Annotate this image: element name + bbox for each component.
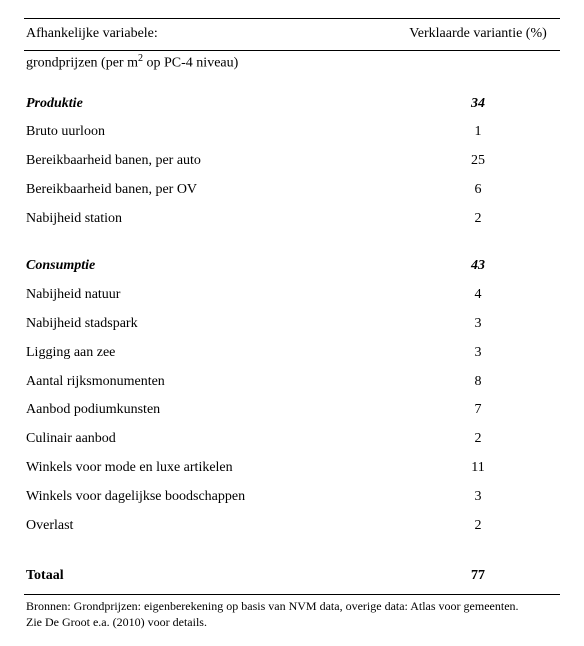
- source-line: Bronnen: Grondprijzen: eigenberekening o…: [26, 598, 558, 614]
- section-value: 43: [398, 257, 558, 276]
- row-value: 25: [398, 152, 558, 171]
- row-label: Bereikbaarheid banen, per auto: [26, 152, 398, 171]
- row-value: 4: [398, 286, 558, 305]
- source-line: Zie De Groot e.a. (2010) voor details.: [26, 614, 558, 630]
- section-title: Produktie: [26, 95, 398, 114]
- table-row: Ligging aan zee 3: [24, 339, 560, 368]
- row-label: Aantal rijksmonumenten: [26, 373, 398, 392]
- total-value: 77: [398, 567, 558, 586]
- row-label: Winkels voor mode en luxe artikelen: [26, 459, 398, 478]
- section-header-consumptie: Consumptie 43: [24, 252, 560, 281]
- row-value: 3: [398, 315, 558, 334]
- total-row: Totaal 77: [24, 559, 560, 594]
- row-label: Ligging aan zee: [26, 344, 398, 363]
- table-row: Winkels voor mode en luxe artikelen 11: [24, 454, 560, 483]
- table-row: Overlast 2: [24, 512, 560, 541]
- table-row: Nabijheid stadspark 3: [24, 310, 560, 339]
- row-label: Bruto uurloon: [26, 123, 398, 142]
- row-value: 3: [398, 344, 558, 363]
- row-value: 2: [398, 210, 558, 229]
- row-label: Overlast: [26, 517, 398, 536]
- table-row: Winkels voor dagelijkse boodschappen 3: [24, 483, 560, 512]
- table-frame: Afhankelijke variabele: Verklaarde varia…: [24, 18, 560, 595]
- table-row: Nabijheid station 2: [24, 205, 560, 234]
- row-label: Nabijheid natuur: [26, 286, 398, 305]
- row-value: 2: [398, 517, 558, 536]
- total-label: Totaal: [26, 567, 398, 586]
- row-value: 3: [398, 488, 558, 507]
- row-label: Nabijheid stadspark: [26, 315, 398, 334]
- table-row: Nabijheid natuur 4: [24, 281, 560, 310]
- row-value: 1: [398, 123, 558, 142]
- row-value: 6: [398, 181, 558, 200]
- table-header-row: Afhankelijke variabele: Verklaarde varia…: [24, 19, 560, 51]
- row-value: 2: [398, 430, 558, 449]
- row-label: Nabijheid station: [26, 210, 398, 229]
- table-row: Bereikbaarheid banen, per auto 25: [24, 147, 560, 176]
- row-value: 8: [398, 373, 558, 392]
- table-row: Bereikbaarheid banen, per OV 6: [24, 176, 560, 205]
- header-right: Verklaarde variantie (%): [398, 25, 558, 44]
- section-header-produktie: Produktie 34: [24, 90, 560, 119]
- section-gap: [24, 234, 560, 252]
- table-row: Aanbod podiumkunsten 7: [24, 396, 560, 425]
- row-label: Bereikbaarheid banen, per OV: [26, 181, 398, 200]
- section-value: 34: [398, 95, 558, 114]
- table-row: Aantal rijksmonumenten 8: [24, 368, 560, 397]
- table-row: Culinair aanbod 2: [24, 425, 560, 454]
- row-value: 11: [398, 459, 558, 478]
- row-label: Culinair aanbod: [26, 430, 398, 449]
- source-note: Bronnen: Grondprijzen: eigenberekening o…: [24, 595, 560, 630]
- row-value: 7: [398, 401, 558, 420]
- row-label: Winkels voor dagelijkse boodschappen: [26, 488, 398, 507]
- section-title: Consumptie: [26, 257, 398, 276]
- table-row: Bruto uurloon 1: [24, 118, 560, 147]
- row-label: Aanbod podiumkunsten: [26, 401, 398, 420]
- header-left: Afhankelijke variabele:: [26, 25, 398, 44]
- section-gap: [24, 541, 560, 559]
- dependent-variable-note: grondprijzen (per m2 op PC-4 niveau): [24, 51, 560, 90]
